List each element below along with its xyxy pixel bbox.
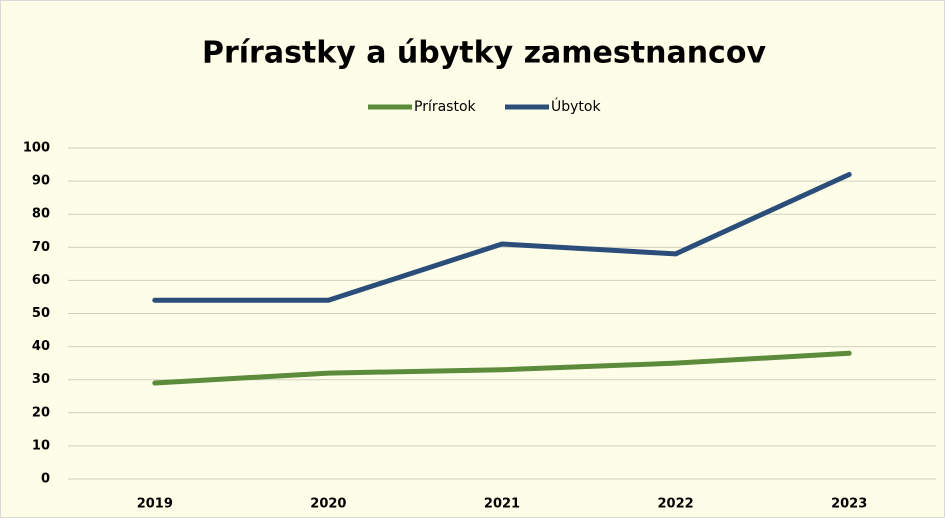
- y-tick-label: 40: [32, 339, 50, 354]
- legend-label: Prírastok: [414, 99, 477, 115]
- x-tick-label: 2021: [484, 497, 520, 512]
- legend-label: Úbytok: [551, 97, 601, 115]
- y-tick-label: 50: [32, 306, 50, 321]
- y-tick-label: 70: [32, 240, 50, 255]
- y-tick-label: 90: [32, 174, 50, 189]
- y-tick-label: 100: [23, 141, 50, 156]
- x-tick-label: 2022: [658, 497, 694, 512]
- y-tick-label: 0: [41, 472, 50, 487]
- x-tick-label: 2020: [310, 497, 346, 512]
- series-line: [152, 171, 852, 303]
- y-tick-label: 80: [32, 207, 50, 222]
- x-tick-label: 2019: [137, 497, 173, 512]
- chart-title: Prírastky a úbytky zamestnancov: [202, 36, 766, 71]
- y-tick-label: 10: [32, 438, 50, 453]
- x-tick-label: 2023: [831, 497, 867, 512]
- y-tick-label: 20: [32, 405, 50, 420]
- y-tick-label: 60: [32, 273, 50, 288]
- series-line: [152, 350, 852, 386]
- y-tick-label: 30: [32, 372, 50, 387]
